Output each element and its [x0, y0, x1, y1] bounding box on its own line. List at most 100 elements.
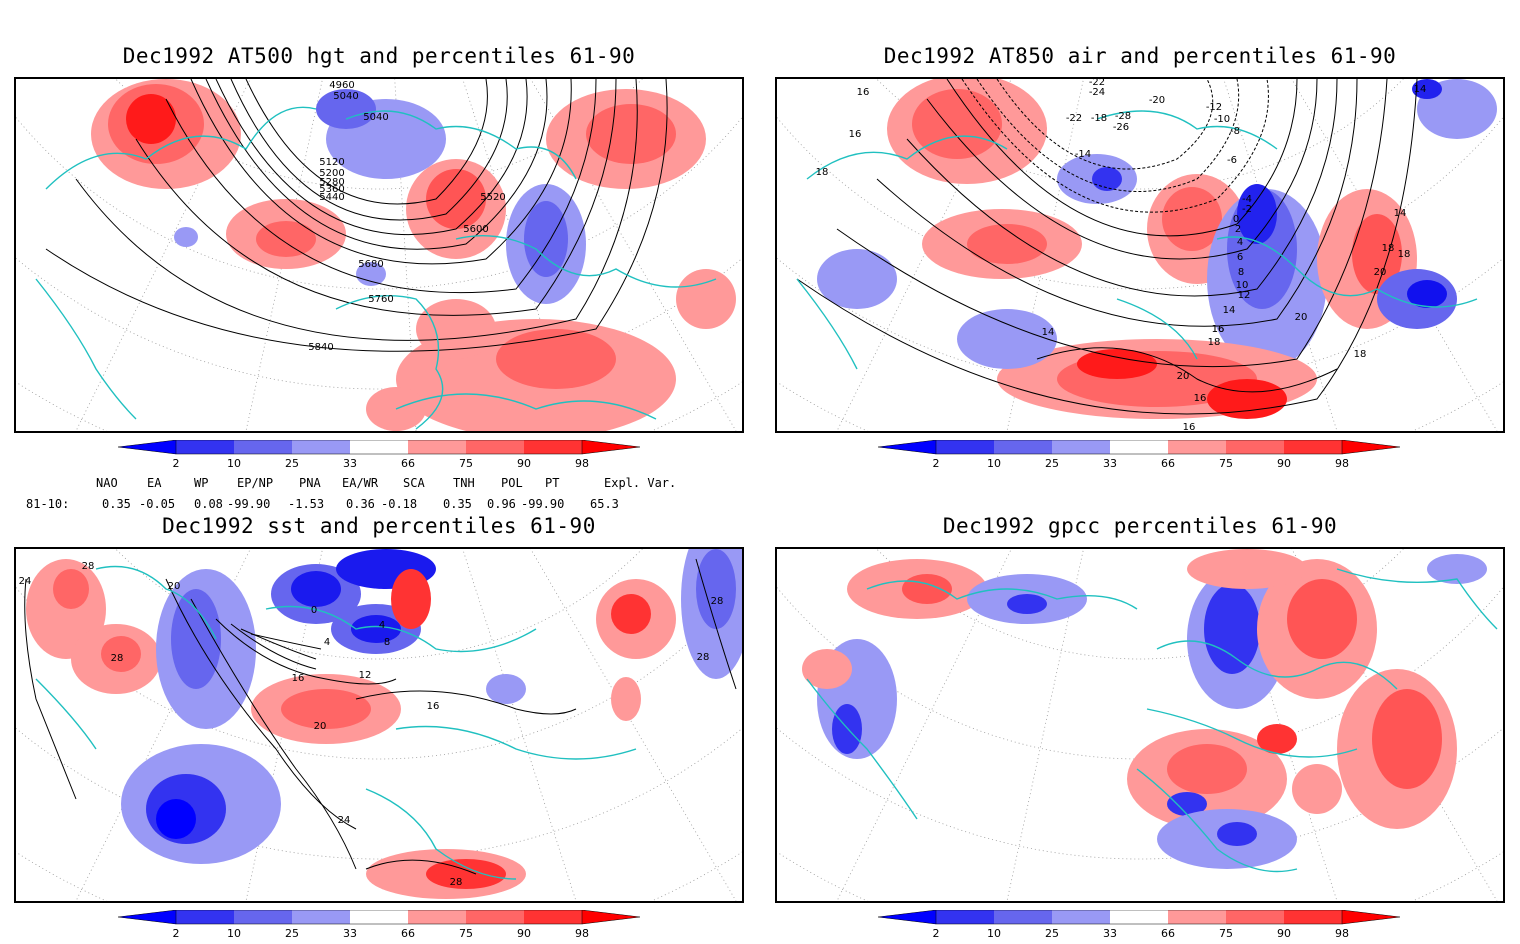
p2-label-25: 14 [1223, 305, 1236, 316]
p2-label-7: -20 [1149, 95, 1165, 106]
cbar1-tick-0: 2 [173, 457, 180, 470]
cbar4-tick-5: 75 [1219, 927, 1233, 940]
colorbar-panel4-svg: 2 10 25 33 66 75 90 98 [877, 909, 1401, 940]
p3-label-15: 28 [450, 877, 463, 888]
p2-label-18: 0 [1233, 214, 1239, 225]
cbar2-tick-3: 33 [1103, 457, 1117, 470]
cbar-b4 [292, 440, 350, 454]
p3-label-11: 16 [427, 701, 440, 712]
cbar1-tick-4: 66 [401, 457, 415, 470]
colorbar-panel3-svg: 2 10 25 33 66 75 90 98 [117, 909, 641, 940]
p2-label-21: 6 [1237, 252, 1243, 263]
cbar3-tick-1: 10 [227, 927, 241, 940]
p2-label-37: 18 [1398, 249, 1411, 260]
cbar1-tick-3: 33 [343, 457, 357, 470]
idx-h-pol: POL [501, 476, 523, 490]
cbar-b3 [994, 910, 1052, 924]
idx-h-ea: EA [147, 476, 162, 490]
p1-label-5600: 5600 [463, 224, 488, 235]
colorbar-panel3: 2 10 25 33 66 75 90 98 [117, 909, 643, 940]
panel2-title: Dec1992 AT850 air and percentiles 61-90 [883, 44, 1397, 68]
cbar-r2 [1226, 440, 1284, 454]
panel1-map: 4960 5040 5040 5120 5200 5280 5360 5440 … [14, 77, 744, 433]
p2-label-5: -24 [1089, 87, 1105, 98]
p2-label-29: 16 [1194, 393, 1207, 404]
colorbar-panel2: 2 10 25 33 66 75 90 98 [877, 439, 1403, 470]
p1-label-5680: 5680 [358, 259, 383, 270]
cbar2-tick-0: 2 [933, 457, 940, 470]
idx-h-pt: PT [545, 476, 560, 490]
panel2-contours [796, 79, 1418, 415]
panel2-shading [817, 79, 1497, 419]
panel3-shading [26, 549, 742, 899]
p3-label-6: 4 [324, 637, 330, 648]
p3-label-3: 28 [111, 653, 124, 664]
cbar-white [1110, 910, 1168, 924]
p2-label-1: 16 [849, 129, 862, 140]
p2-label-16: -4 [1242, 194, 1252, 205]
cbar3-tick-6: 90 [517, 927, 531, 940]
p2-label-6: -22 [1066, 113, 1082, 124]
cbar4-tick-1: 10 [987, 927, 1001, 940]
panel1-title: Dec1992 AT500 hgt and percentiles 61-90 [122, 44, 636, 68]
p2-label-24: 12 [1238, 290, 1251, 301]
colorbar-panel1: 2 10 25 33 66 75 90 98 [117, 439, 643, 470]
p2-label-0: 16 [857, 87, 870, 98]
panel3-contours [24, 558, 737, 875]
cbar-r2 [1226, 910, 1284, 924]
p2-label-23: 10 [1236, 280, 1249, 291]
cbar2-tick-5: 75 [1219, 457, 1233, 470]
idx-h-eawr: EA/WR [342, 476, 379, 490]
idx-v-pna: -1.53 [288, 497, 325, 511]
cbar1-tick-1: 10 [227, 457, 241, 470]
cbar-b2 [176, 440, 234, 454]
panel1-coastlines [35, 106, 717, 430]
cbar3-tick-2: 25 [285, 927, 299, 940]
panel4-map [775, 547, 1505, 903]
cbar-r3 [524, 910, 582, 924]
idx-v-tnh: 0.35 [443, 497, 472, 511]
cbar-r1 [1168, 440, 1226, 454]
panel2-coastlines [796, 110, 1478, 370]
p2-label-8: -18 [1091, 113, 1107, 124]
cbar3-tick-5: 75 [459, 927, 473, 940]
p3-label-13: 28 [697, 652, 710, 663]
cbar-b3 [234, 440, 292, 454]
idx-row-label: 81-10: [26, 497, 70, 511]
cbar-r3 [1284, 440, 1342, 454]
p3-label-9: 16 [292, 673, 305, 684]
cbar2-tick-2: 25 [1045, 457, 1059, 470]
cbar1-tick-2: 25 [285, 457, 299, 470]
cbar-b4 [1052, 910, 1110, 924]
cbar-b1 [118, 910, 176, 924]
cbar-b2 [936, 910, 994, 924]
cbar-r2 [466, 910, 524, 924]
p2-label-17: -2 [1242, 204, 1252, 215]
cbar-r4 [1342, 440, 1400, 454]
p3-label-7: 8 [384, 637, 390, 648]
idx-h-nao: NAO [96, 476, 118, 490]
panel1-shading [91, 79, 736, 431]
p2-label-11: -14 [1075, 149, 1091, 160]
cbar3-tick-0: 2 [173, 927, 180, 940]
cbar-b1 [878, 440, 936, 454]
cbar-b4 [292, 910, 350, 924]
idx-h-tnh: TNH [453, 476, 475, 490]
idx-v-epnp: -99.90 [227, 497, 271, 511]
cbar4-tick-2: 25 [1045, 927, 1059, 940]
cbar-r3 [524, 440, 582, 454]
panel3-coastlines [35, 565, 637, 880]
p2-label-36: 16 [1212, 324, 1225, 335]
cbar-r3 [1284, 910, 1342, 924]
p1-label-5840: 5840 [308, 342, 333, 353]
cbar4-tick-4: 66 [1161, 927, 1175, 940]
idx-v-eawr: 0.36 [346, 497, 375, 511]
p2-label-30: 18 [1382, 243, 1395, 254]
cbar3-tick-3: 33 [343, 927, 357, 940]
p1-label-5760: 5760 [368, 294, 393, 305]
p3-label-14: 24 [338, 815, 351, 826]
p2-label-26: 16 [1212, 324, 1225, 335]
p2-label-22: 8 [1238, 267, 1244, 278]
indices-header-row: NAO EA WP EP/NP PNA EA/WR SCA TNH POL PT… [0, 476, 760, 492]
panel2-map: 16 16 18 14 -22 -24 -22 -20 -18 -26 -28 … [775, 77, 1505, 433]
